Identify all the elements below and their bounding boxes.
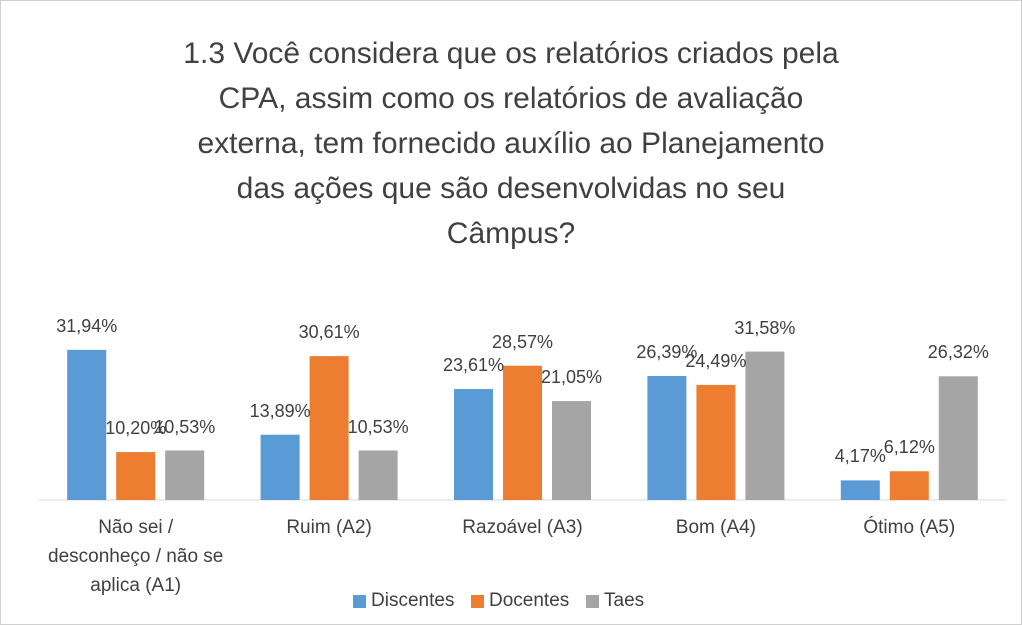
bar: [938, 376, 978, 500]
data-label: 13,89%: [249, 400, 311, 421]
bar: [67, 349, 107, 500]
bar: [260, 434, 300, 500]
chart-title: 1.3 Você considera que os relatórios cri…: [183, 37, 839, 250]
bar: [745, 351, 785, 500]
bar: [165, 450, 205, 500]
bar: [889, 471, 929, 500]
bar: [454, 389, 493, 500]
data-label: 31,94%: [56, 315, 118, 336]
bar: [840, 480, 880, 500]
x-tick-label: Ótimo (A5): [863, 517, 956, 538]
bar: [309, 356, 349, 500]
data-label: 4,17%: [834, 446, 886, 467]
legend-swatch: [586, 595, 599, 608]
bar: [647, 375, 687, 500]
legend-label: Discentes: [371, 590, 455, 611]
data-label: 26,32%: [927, 342, 989, 363]
data-label: 10,53%: [154, 416, 216, 437]
legend-swatch: [471, 595, 484, 608]
x-tick-label: Bom (A4): [675, 517, 757, 538]
data-label: 24,49%: [685, 350, 747, 371]
data-label: 6,12%: [883, 437, 935, 458]
data-label: 28,57%: [492, 331, 554, 352]
data-label: 10,20%: [105, 418, 167, 439]
data-label: 31,58%: [734, 317, 796, 338]
legend-label: Taes: [604, 590, 645, 611]
bar: [116, 452, 156, 500]
data-label: 30,61%: [298, 322, 360, 343]
x-tick-label: Não sei / desconheço / não se aplica (A1…: [48, 517, 224, 596]
x-tick-label: Ruim (A2): [286, 517, 372, 538]
bar: [696, 384, 736, 500]
data-label: 23,61%: [443, 355, 505, 376]
x-tick-label: Razoável (A3): [462, 517, 583, 538]
data-label: 21,05%: [541, 367, 603, 388]
bar: [503, 365, 542, 500]
data-label: 10,53%: [347, 416, 409, 437]
data-label: 26,39%: [636, 341, 698, 362]
legend-swatch: [353, 595, 366, 608]
legend-label: Docentes: [489, 590, 570, 611]
bar: [552, 401, 591, 500]
bar: [358, 450, 398, 500]
